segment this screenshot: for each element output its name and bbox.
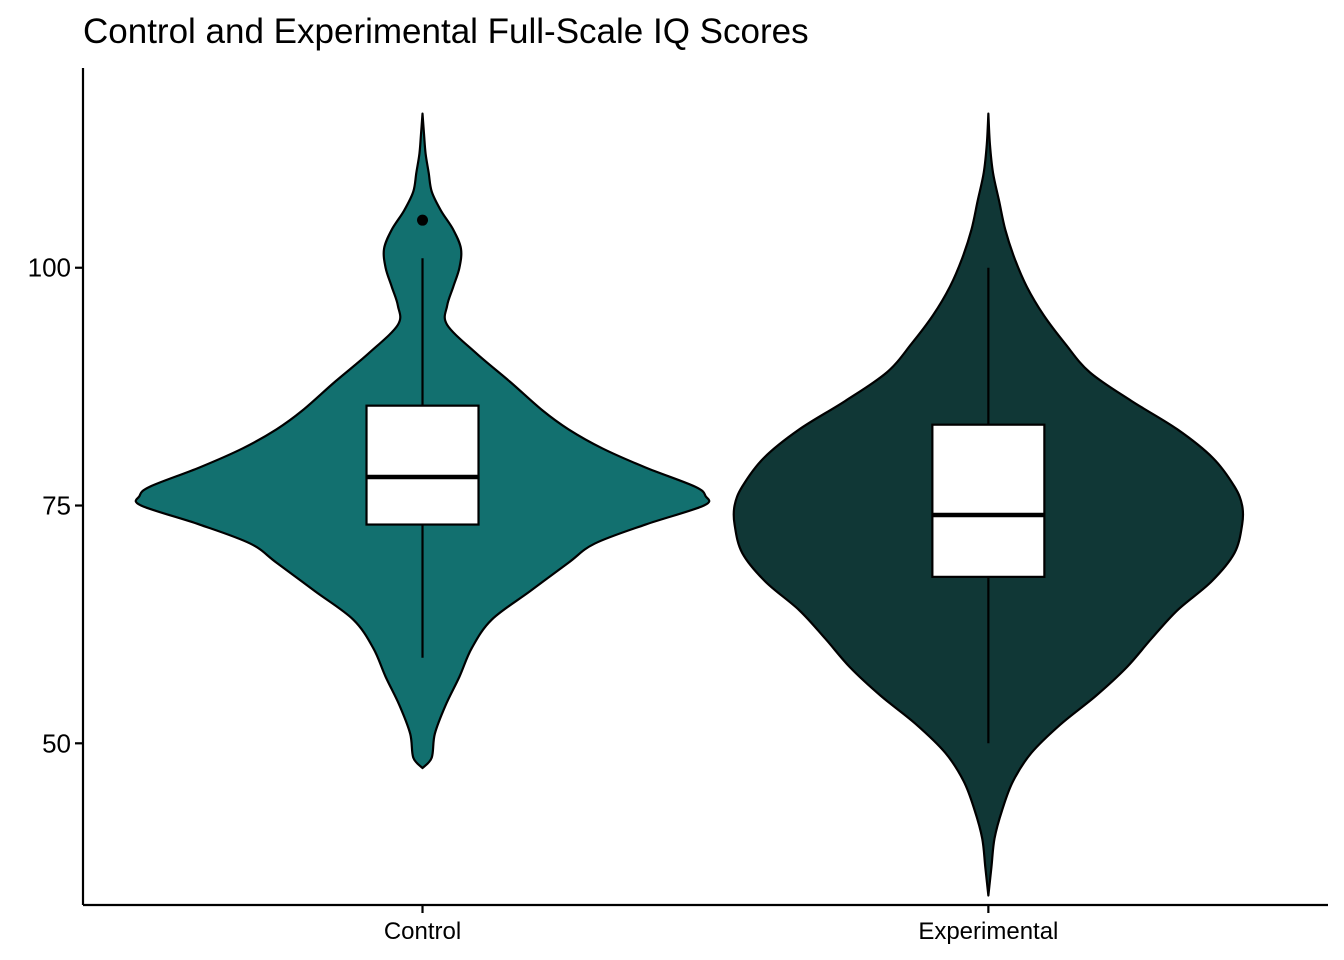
y-axis-ticks: 50 75 100 — [28, 253, 83, 758]
y-tick-label: 50 — [42, 728, 71, 758]
box-experimental — [931, 423, 1046, 578]
box-control — [365, 404, 480, 526]
chart-marks — [134, 112, 1245, 897]
x-tick-label: Experimental — [918, 918, 1058, 945]
chart-title: Control and Experimental Full-Scale IQ S… — [83, 12, 809, 51]
x-axis-ticks: Control Experimental — [384, 905, 1058, 945]
outlier-point-control — [417, 214, 429, 226]
y-tick-label: 75 — [42, 491, 71, 521]
y-tick-label: 100 — [28, 253, 71, 283]
x-tick-label: Control — [384, 918, 461, 945]
